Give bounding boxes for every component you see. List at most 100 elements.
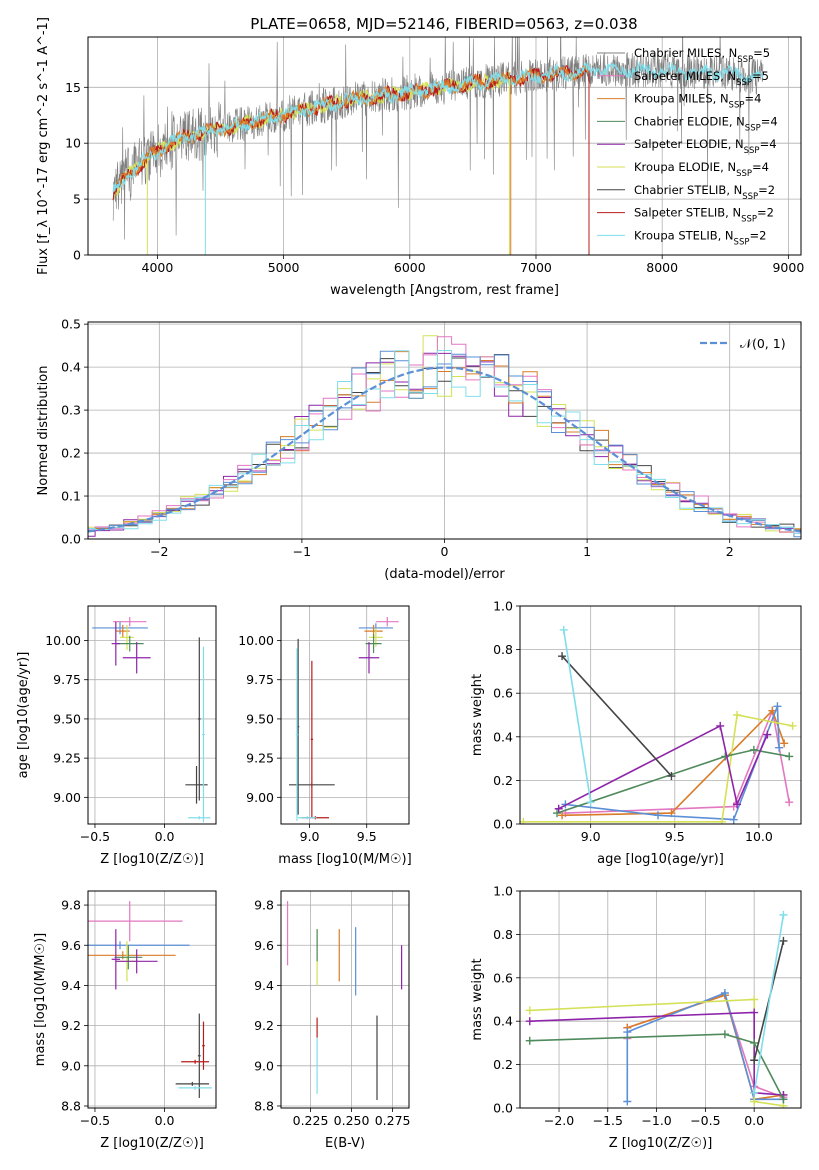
weight-point-marker	[750, 1097, 759, 1106]
weight-line	[529, 1033, 785, 1100]
legend-entry: Salpeter ELODIE, NSSP=4	[597, 137, 777, 156]
weight-point-marker	[779, 910, 788, 919]
y-tick-label: 8.8	[61, 1098, 81, 1113]
x-tick-label: 9000	[772, 260, 804, 275]
weight-line	[556, 749, 790, 814]
panel-mass_vs_Z: −0.5 0.0 8.8 9.0 9.2 9.4 9.6 9.8 Z [log10(Z/Z☉)]…	[33, 890, 217, 1151]
panel-weight_vs_age: 9.0 9.5 10.0 0.0 0.2 0.4 0.6 0.8 1.0 age [log10(a…	[470, 599, 802, 867]
weight-point-marker	[729, 815, 738, 824]
legend-label-sub: SSP	[744, 146, 760, 156]
weight-point-marker	[785, 752, 794, 761]
legend-entry: Kroupa STELIB, NSSP=2	[597, 228, 766, 247]
x-axis: −0.5 0.0	[80, 1108, 175, 1128]
x-tick-label: 0.275	[375, 1113, 411, 1128]
error-bars	[286, 901, 403, 1100]
y-axis: 8.8 9.0 9.2 9.4 9.6 9.8	[254, 898, 281, 1113]
legend-label-tail: =2	[758, 183, 775, 197]
x-tick-label: −2	[150, 544, 168, 559]
y-tick-label: 10.00	[238, 633, 274, 648]
x-tick-label: 9.0	[300, 829, 320, 844]
x-tick-label: −0.5	[690, 1113, 720, 1128]
legend-entry: Kroupa ELODIE, NSSP=4	[597, 160, 769, 179]
weight-point-marker	[554, 804, 563, 813]
legend-label-tail: =4	[761, 114, 778, 128]
error-bar-point	[197, 637, 201, 801]
x-axis: −2.0 −1.5 −1.0 −0.5 0.0	[544, 1108, 764, 1128]
legend-entry: Salpeter MILES, NSSP=5	[597, 69, 769, 88]
x-axis-label: Z [log10(Z/Z☉)]	[609, 1136, 713, 1151]
legend-label-base: Chabrier STELIB, N	[634, 183, 742, 197]
legend-label-tail: =5	[752, 69, 769, 83]
histogram-step-line	[88, 352, 801, 537]
legend-entry: Kroupa MILES, NSSP=4	[597, 92, 761, 111]
x-axis-label: age [log10(age/yr)]	[597, 852, 724, 867]
y-tick-label: 5	[73, 192, 81, 207]
weight-point-marker	[749, 745, 758, 754]
y-tick-label: 15	[65, 80, 81, 95]
panel-mass_vs_ebv: 0.225 0.250 0.275 8.8 9.0 9.2 9.4 9.6 9.8 E(B-V)	[254, 890, 411, 1151]
error-bar-point	[111, 929, 120, 990]
y-axis: 0.0 0.2 0.4 0.6 0.8 1.0	[493, 599, 520, 832]
error-bar-point	[115, 635, 144, 652]
legend-entry: Chabrier STELIB, NSSP=2	[597, 183, 775, 202]
legend-label-base: Kroupa MILES, N	[634, 92, 729, 106]
legend-label: 𝒩(0, 1)	[740, 336, 786, 351]
error-bar-point	[188, 816, 211, 820]
y-tick-label: 9.2	[254, 1018, 274, 1033]
legend-label: Chabrier MILES, NSSP=5	[634, 46, 770, 65]
plot-frame	[519, 605, 802, 825]
x-tick-label: 0.0	[155, 1113, 175, 1128]
legend-label-tail: =2	[757, 206, 774, 220]
weight-point-marker	[525, 1036, 534, 1045]
legend-label-base: Salpeter ELODIE, N	[634, 137, 744, 151]
x-tick-label: 8000	[646, 260, 678, 275]
plot-frame	[280, 605, 410, 825]
legend-label-base: Salpeter MILES, N	[634, 69, 736, 83]
y-tick-label: 9.4	[254, 978, 274, 993]
y-axis: 8.8 9.0 9.2 9.4 9.6 9.8	[61, 898, 88, 1113]
weight-point-marker	[720, 988, 729, 997]
y-tick-label: 0.3	[61, 403, 81, 418]
weight-point-marker	[586, 798, 595, 807]
histogram-step-line	[88, 336, 801, 534]
weight-point-marker	[775, 743, 784, 752]
histogram-step-line	[88, 354, 801, 532]
panel-age_vs_Z: −0.5 0.0 9.00 9.25 9.50 9.75 10.00 Z [log10(Z/Z…	[16, 605, 217, 867]
weight-point-marker	[716, 721, 725, 730]
x-tick-label: 9.0	[581, 829, 601, 844]
weight-point-marker	[763, 730, 772, 739]
error-bar-point	[185, 765, 208, 804]
y-tick-label: 0.0	[493, 1101, 513, 1116]
error-bar-point	[295, 648, 299, 821]
error-bar-point	[88, 951, 176, 960]
histogram-step-line	[88, 350, 801, 538]
x-axis: 4000 5000 6000 7000 8000 9000	[142, 255, 804, 275]
x-axis-label: Z [log10(Z/Z☉)]	[100, 1136, 204, 1151]
weight-point-marker	[788, 721, 797, 730]
weight-point-marker	[623, 1028, 632, 1037]
y-tick-label: 0.6	[493, 970, 513, 985]
legend-label: Salpeter STELIB, NSSP=2	[634, 206, 774, 225]
error-bar-point	[88, 901, 183, 942]
legend-label: Kroupa STELIB, NSSP=2	[634, 228, 766, 247]
error-bar-point	[202, 1021, 205, 1070]
y-tick-label: 9.0	[61, 1058, 81, 1073]
plot-frame	[519, 890, 802, 1109]
legend-label-base: Kroupa STELIB, N	[634, 228, 734, 242]
panel-spectrum: 4000 5000 6000 7000 8000 9000 0 5 10 15 wavelength…	[36, 17, 804, 298]
plot-frame	[87, 890, 217, 1109]
plot-frame	[87, 605, 217, 825]
y-tick-label: 9.25	[53, 751, 81, 766]
spectrum-lines	[112, 37, 764, 255]
legend-entry: Salpeter STELIB, NSSP=2	[597, 206, 774, 225]
y-tick-label: 0.2	[493, 1057, 513, 1072]
legend-entry: Chabrier ELODIE, NSSP=4	[597, 114, 778, 133]
weight-series-kroupa-stelib	[559, 625, 595, 807]
error-bar-point	[181, 1059, 210, 1064]
weight-point-marker	[779, 936, 788, 945]
y-axis: 0 5 10 15	[65, 80, 88, 263]
weight-point-marker	[750, 1038, 759, 1047]
y-tick-label: 0.2	[61, 446, 81, 461]
